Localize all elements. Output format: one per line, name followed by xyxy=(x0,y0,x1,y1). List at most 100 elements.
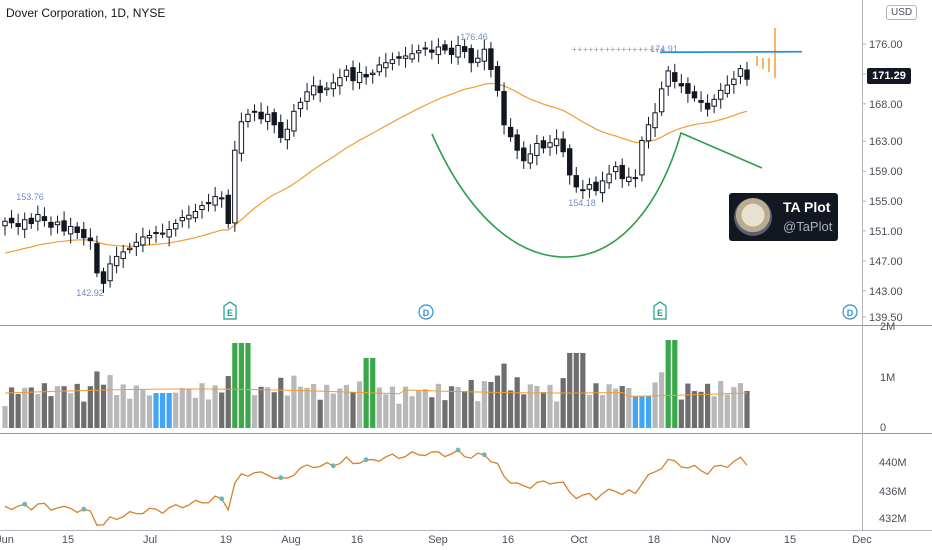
volume-bar xyxy=(356,381,363,428)
x-tick-label: Jul xyxy=(143,534,157,546)
plus-marker: + xyxy=(655,45,660,54)
candle-body xyxy=(107,263,113,282)
candle-body xyxy=(330,82,337,90)
candle-body xyxy=(343,69,350,77)
candle-body xyxy=(383,62,389,69)
candle-body xyxy=(468,48,474,64)
volume-bar xyxy=(317,399,323,428)
candle-body xyxy=(573,175,579,188)
currency-button[interactable]: USD xyxy=(886,5,918,20)
candle-body xyxy=(514,134,520,151)
volume-bar xyxy=(311,384,317,428)
candle-body xyxy=(461,46,468,52)
candle-body xyxy=(350,67,356,82)
plus-marker: + xyxy=(611,45,616,54)
volume-bar xyxy=(718,381,724,428)
plus-marker: + xyxy=(644,45,649,54)
candle-body xyxy=(632,177,639,180)
plus-marker: + xyxy=(622,45,627,54)
watermark-handle: @TaPlot xyxy=(783,219,833,234)
x-tick-label: Jun xyxy=(0,534,14,546)
candle-body xyxy=(580,189,586,192)
price-annotation: 176.46 xyxy=(460,32,488,42)
volume-bar xyxy=(291,375,297,428)
volume-bar xyxy=(481,381,487,428)
candle-body xyxy=(245,113,251,123)
candle-body xyxy=(297,101,304,110)
candle-body xyxy=(704,102,711,110)
volume-bar xyxy=(593,383,599,428)
candle-body xyxy=(744,69,750,80)
candle-body xyxy=(304,91,310,102)
volume-bar xyxy=(573,353,579,428)
candle-body xyxy=(534,142,540,156)
candle-body xyxy=(21,219,28,230)
volume-bar xyxy=(501,363,507,428)
candle-body xyxy=(652,112,658,129)
candle-body xyxy=(35,214,41,222)
volume-bar xyxy=(672,340,678,428)
candle-body xyxy=(606,173,612,184)
candle-body xyxy=(61,220,67,232)
candle-body xyxy=(41,216,48,222)
volume-bar xyxy=(547,384,553,428)
plus-marker: + xyxy=(616,45,621,54)
candle-body xyxy=(291,110,297,132)
volume-bar xyxy=(100,384,107,428)
candle-body xyxy=(645,124,652,142)
candle-body xyxy=(54,221,61,226)
candle-body xyxy=(264,113,271,122)
candle-body xyxy=(258,111,264,120)
volume-bar xyxy=(251,395,258,428)
volume-bar xyxy=(586,395,593,428)
volume-bar xyxy=(711,396,717,428)
candle-body xyxy=(8,217,15,224)
volume-bar xyxy=(219,392,225,428)
volume-bar xyxy=(87,386,93,428)
price-annotation: 142.92 xyxy=(76,288,104,298)
plus-marker: + xyxy=(627,45,632,54)
obv-line xyxy=(4,449,748,526)
x-tick-label: Aug xyxy=(281,534,301,546)
plus-marker: + xyxy=(589,45,594,54)
obv-signal-dot xyxy=(278,475,284,481)
candle-body xyxy=(271,112,277,126)
volume-bar xyxy=(685,383,691,428)
candle-body xyxy=(429,49,435,53)
candle-body xyxy=(81,228,87,239)
volume-bar xyxy=(199,383,205,428)
candle-body xyxy=(448,47,455,55)
price-annotation: 153.76 xyxy=(16,192,44,202)
volume-bar xyxy=(127,398,133,428)
candle-body xyxy=(488,48,494,70)
candle-body xyxy=(159,232,166,235)
candle-body xyxy=(113,255,120,267)
y-tick-label: 139.50 xyxy=(869,312,903,324)
candle-body xyxy=(100,271,107,284)
volume-bar xyxy=(22,387,28,428)
volume-bar xyxy=(258,386,264,428)
volume-bar xyxy=(540,392,547,428)
candle-body xyxy=(626,176,632,182)
candle-body xyxy=(540,140,547,149)
volume-bar xyxy=(613,388,619,428)
x-tick-label: 18 xyxy=(648,534,660,546)
volume-bar xyxy=(488,381,494,428)
volume-bar xyxy=(724,394,730,428)
volume-bar xyxy=(508,390,514,428)
candle-body xyxy=(481,48,488,62)
candle-body xyxy=(225,194,231,225)
candle-body xyxy=(415,50,422,54)
volume-bar xyxy=(553,401,560,428)
volume-bar xyxy=(54,386,61,428)
candle-body xyxy=(127,247,133,251)
volume-bar xyxy=(645,396,652,428)
cup-pattern-line xyxy=(431,131,763,258)
candle-body xyxy=(120,251,126,260)
avatar xyxy=(734,198,772,236)
candle-body xyxy=(691,91,698,99)
candle-body xyxy=(28,217,34,225)
dividend-marker xyxy=(418,304,434,320)
candle-body xyxy=(179,217,185,222)
